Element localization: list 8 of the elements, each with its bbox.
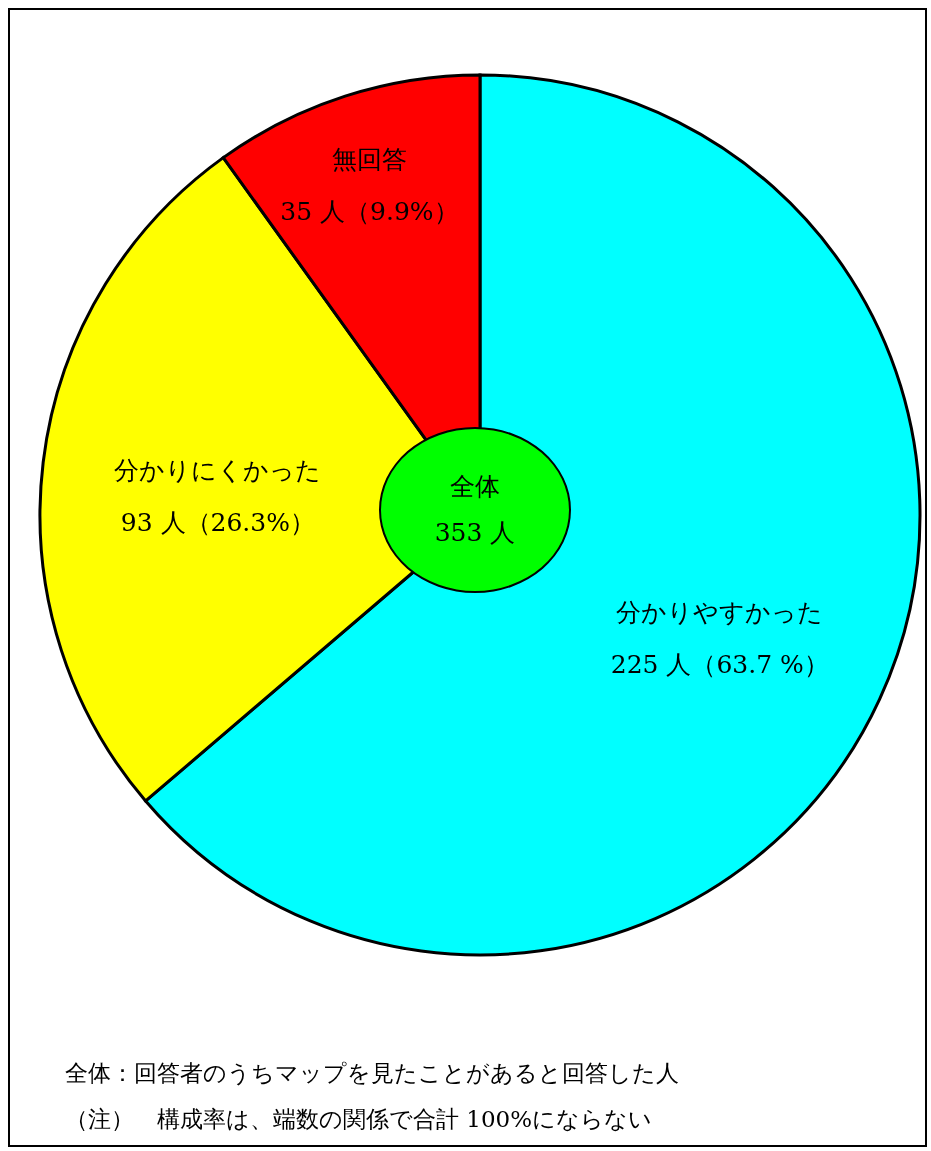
data-label: 93 人（26.3%）	[120, 507, 315, 537]
text: （注） 構成率は、端数の関係で合計 100%にならない	[65, 1105, 654, 1134]
slice-label: 無回答	[331, 144, 407, 174]
slice-label: 分かりやすかった	[616, 597, 824, 627]
data-label: 35 人（9.9%）	[280, 196, 459, 226]
text: 全体：回答者のうちマップを見たことがあると回答した人	[65, 1059, 679, 1088]
data-label: 225 人（63.7 %）	[610, 649, 829, 679]
slice-label: 分かりにくかった	[114, 455, 322, 485]
